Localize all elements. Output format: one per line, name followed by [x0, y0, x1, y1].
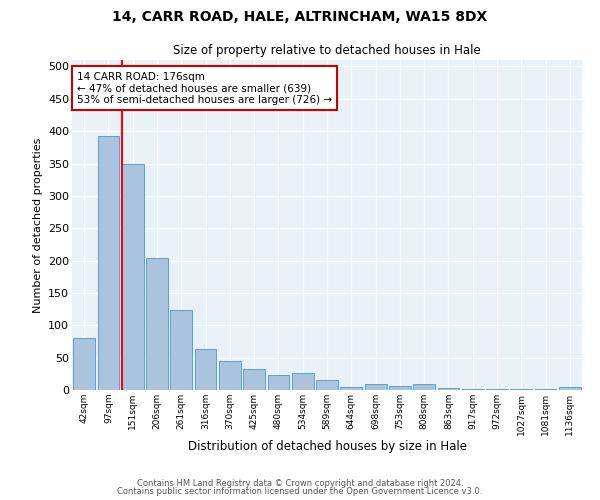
Bar [268, 375, 289, 390]
Bar [389, 386, 411, 390]
Bar [122, 164, 143, 390]
Bar [170, 310, 192, 390]
Bar [146, 258, 168, 390]
Bar [340, 387, 362, 390]
Bar [413, 384, 435, 390]
Y-axis label: Number of detached properties: Number of detached properties [32, 138, 43, 312]
Bar [194, 349, 217, 390]
Bar [219, 361, 241, 390]
Text: Contains public sector information licensed under the Open Government Licence v3: Contains public sector information licen… [118, 487, 482, 496]
Bar [243, 370, 265, 390]
Bar [292, 373, 314, 390]
Bar [316, 380, 338, 390]
Bar [559, 388, 581, 390]
Bar [437, 388, 460, 390]
Bar [365, 384, 386, 390]
X-axis label: Distribution of detached houses by size in Hale: Distribution of detached houses by size … [187, 440, 467, 454]
Text: 14 CARR ROAD: 176sqm
← 47% of detached houses are smaller (639)
53% of semi-deta: 14 CARR ROAD: 176sqm ← 47% of detached h… [77, 72, 332, 105]
Text: 14, CARR ROAD, HALE, ALTRINCHAM, WA15 8DX: 14, CARR ROAD, HALE, ALTRINCHAM, WA15 8D… [112, 10, 488, 24]
Bar [97, 136, 119, 390]
Title: Size of property relative to detached houses in Hale: Size of property relative to detached ho… [173, 44, 481, 58]
Bar [73, 338, 95, 390]
Text: Contains HM Land Registry data © Crown copyright and database right 2024.: Contains HM Land Registry data © Crown c… [137, 478, 463, 488]
